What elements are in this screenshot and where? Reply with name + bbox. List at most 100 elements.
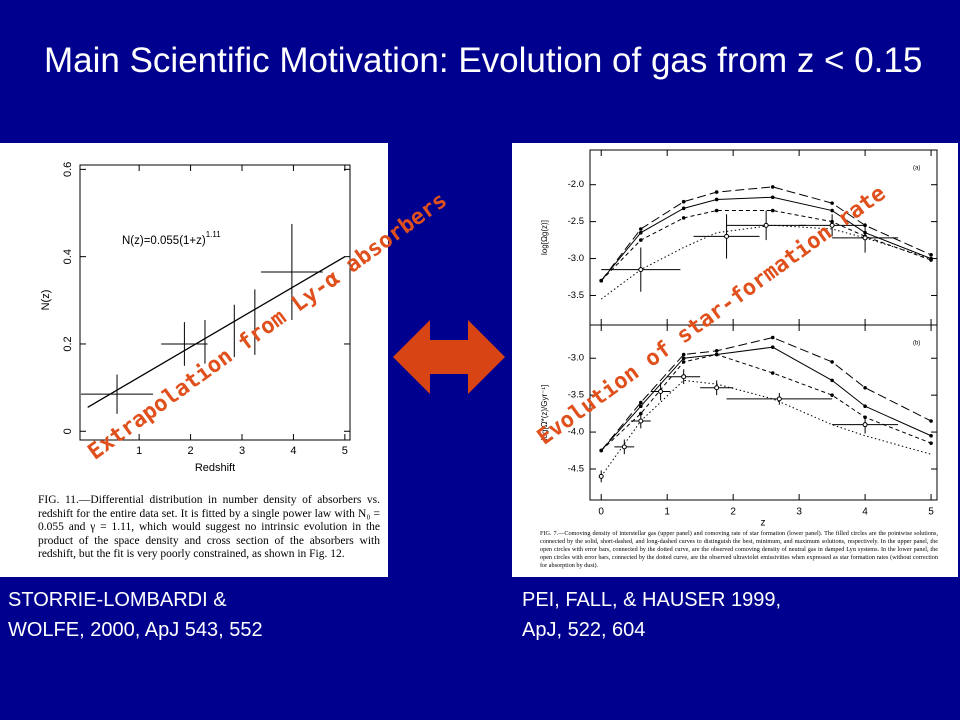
left-reference: STORRIE-LOMBARDI & WOLFE, 2000, ApJ 543,… — [8, 585, 263, 645]
solution-point — [830, 360, 834, 364]
solution-point — [863, 404, 867, 409]
solution-point — [638, 238, 643, 242]
solution-point — [770, 335, 775, 340]
data-point — [862, 235, 868, 241]
data-point — [776, 396, 782, 402]
y-tick-label: -4.5 — [568, 464, 584, 475]
formula: N(z)=0.055(1+z)1.11 — [122, 230, 221, 247]
solution-point — [830, 201, 834, 205]
double-arrow — [393, 320, 505, 394]
solution-point — [929, 441, 933, 445]
solution-point — [770, 371, 775, 375]
x-tick-label: 4 — [290, 445, 296, 457]
y-tick-label: -3.5 — [568, 290, 584, 301]
annotation: Extrapolation from Ly-α absorbers — [84, 188, 452, 465]
right-caption: FIG. 7.—Comoving density of interstellar… — [540, 530, 938, 569]
solution-point — [770, 345, 775, 349]
y-axis-label: N(z) — [40, 290, 52, 311]
y-tick-label: -2.0 — [568, 179, 584, 190]
y-tick-label: 0.6 — [62, 162, 74, 177]
left-figure-panel — [0, 143, 388, 577]
data-point — [763, 222, 769, 228]
y-tick-label: -3.0 — [568, 353, 584, 364]
formula-exponent: 1.11 — [206, 230, 222, 239]
solution-point — [929, 258, 933, 262]
y-tick-label: -4.0 — [568, 427, 584, 438]
data-point — [638, 418, 644, 424]
fit-line — [87, 256, 346, 408]
x-tick-label: 3 — [796, 507, 802, 518]
solution-point — [714, 190, 719, 194]
series-line — [600, 210, 932, 282]
series-line — [600, 186, 932, 281]
data-point — [598, 473, 604, 479]
solution-point — [770, 185, 775, 189]
x-tick-label: 5 — [928, 507, 934, 518]
y-axis-label: log[Ω̇*(z)/Gyr⁻¹] — [540, 385, 549, 441]
x-tick-label: 5 — [342, 445, 348, 457]
x-tick-label: 1 — [136, 445, 142, 457]
data-point — [724, 233, 730, 239]
solution-point — [863, 385, 867, 390]
solution-point — [681, 360, 686, 364]
y-axis-label: log[Ωg(z)] — [540, 220, 549, 255]
right-reference: PEI, FALL, & HAUSER 1999, ApJ, 522, 604 — [522, 585, 781, 645]
solution-point — [830, 393, 834, 397]
series-line — [600, 346, 932, 451]
data-point — [621, 444, 627, 450]
series-line — [600, 337, 932, 451]
y-tick-label: -2.5 — [568, 216, 584, 227]
solution-point — [714, 208, 719, 213]
data-point — [681, 374, 687, 380]
solution-point — [681, 352, 686, 357]
solution-point — [929, 419, 933, 423]
x-tick-label: 3 — [239, 445, 245, 457]
y-tick-label: 0 — [62, 428, 74, 434]
solution-point — [714, 352, 719, 357]
slide-title: Main Scientific Motivation: Evolution of… — [44, 41, 923, 80]
solution-point — [638, 227, 643, 231]
x-tick-label: 0 — [598, 507, 604, 518]
formula-text: N(z)=0.055(1+z) — [122, 235, 206, 247]
solution-point — [830, 208, 834, 213]
solution-point — [830, 378, 834, 383]
x-axis-label: Redshift — [195, 462, 235, 474]
x-tick-label: 4 — [862, 507, 868, 518]
x-tick-label: 1 — [664, 507, 670, 518]
series-line — [600, 354, 932, 451]
solution-point — [681, 199, 686, 204]
reference-line: WOLFE, 2000, ApJ 543, 552 — [8, 619, 263, 641]
left-caption: FIG. 11.—Differential distribution in nu… — [38, 494, 380, 560]
solution-point — [638, 400, 643, 405]
data-point — [658, 388, 664, 394]
x-axis-label: z — [761, 518, 766, 529]
solution-point — [929, 433, 933, 438]
y-tick-label: -3.5 — [568, 390, 584, 401]
solution-point — [681, 216, 686, 220]
plot-frame — [589, 324, 938, 501]
solution-point — [681, 206, 686, 211]
solution-point — [638, 230, 643, 235]
data-point — [862, 422, 868, 428]
solution-point — [929, 253, 933, 257]
right-figure-panel — [512, 143, 958, 577]
solution-point — [770, 208, 775, 213]
x-tick-label: 2 — [730, 507, 736, 518]
solution-point — [599, 278, 604, 283]
series-line — [600, 379, 932, 477]
y-tick-label: 0.2 — [62, 336, 74, 351]
data-point — [829, 222, 835, 228]
reference-line: PEI, FALL, & HAUSER 1999, — [522, 589, 782, 611]
solution-point — [638, 404, 643, 409]
y-tick-label: 0.4 — [62, 249, 74, 264]
series-line — [600, 196, 932, 282]
solution-point — [599, 448, 604, 453]
reference-line: ApJ, 522, 604 — [522, 619, 646, 641]
series-line — [600, 224, 932, 300]
solution-point — [770, 195, 775, 200]
y-tick-label: -3.0 — [568, 253, 584, 264]
plot-frame — [79, 164, 351, 441]
solution-point — [681, 356, 686, 361]
